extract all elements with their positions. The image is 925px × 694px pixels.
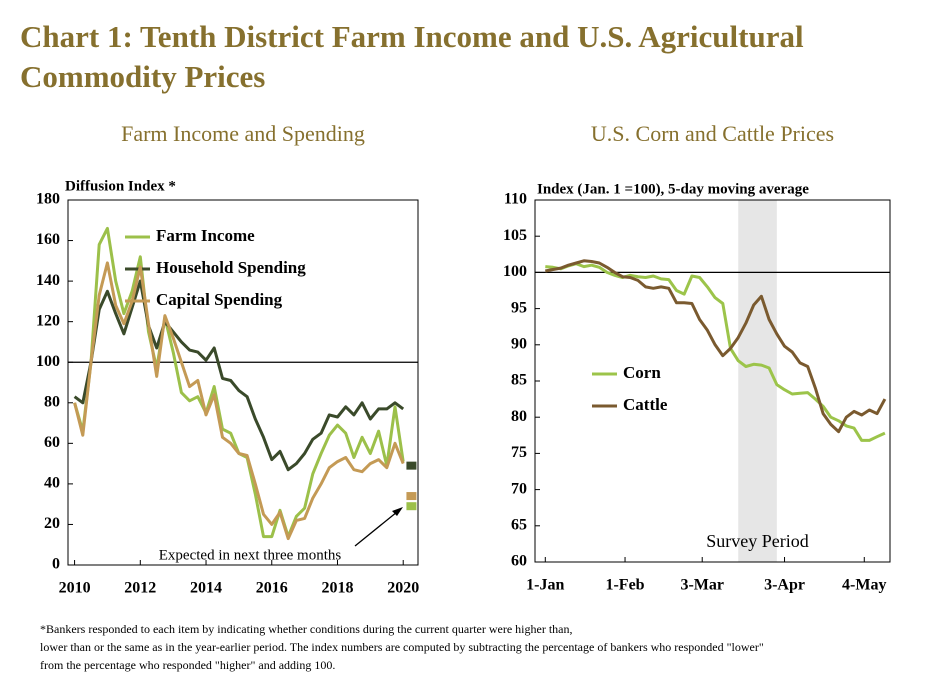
- y-tick-label: 90: [511, 335, 527, 352]
- y-tick-label: 95: [511, 299, 527, 316]
- x-tick-label: 3-Mar: [680, 577, 724, 594]
- x-tick-label: 1-Feb: [605, 577, 644, 594]
- y-tick-label: 60: [511, 553, 527, 570]
- annotation: Expected in next three months: [159, 547, 342, 563]
- y-tick-label: 120: [36, 312, 60, 329]
- title-line: Chart 1: Tenth District Farm Income and …: [20, 19, 804, 54]
- footnote: lower than or the same as in the year-ea…: [40, 640, 764, 654]
- legend-label: Farm Income: [156, 226, 255, 245]
- y-axis-label: Diffusion Index *: [65, 178, 176, 194]
- x-tick-label: 1-Jan: [526, 577, 564, 594]
- y-tick-label: 60: [44, 434, 60, 451]
- legend-label: Cattle: [623, 395, 668, 414]
- legend-label: Household Spending: [156, 258, 306, 277]
- x-tick-label: 2018: [321, 580, 353, 597]
- y-tick-label: 70: [511, 480, 527, 497]
- y-tick-label: 105: [503, 227, 527, 244]
- y-tick-label: 0: [52, 556, 60, 573]
- y-axis-label: Index (Jan. 1 =100), 5-day moving averag…: [537, 181, 809, 197]
- survey-period: [738, 200, 777, 562]
- y-tick-label: 65: [511, 516, 527, 533]
- annotation-arrowhead: [392, 507, 403, 516]
- y-tick-label: 180: [36, 191, 60, 208]
- y-tick-label: 100: [503, 263, 527, 280]
- y-tick-label: 110: [504, 191, 527, 208]
- subplot-title: U.S. Corn and Cattle Prices: [591, 121, 834, 146]
- subplot-title: Farm Income and Spending: [121, 121, 365, 146]
- y-tick-label: 80: [44, 393, 60, 410]
- footnote: *Bankers responded to each item by indic…: [40, 622, 573, 636]
- x-tick-label: 2010: [59, 580, 91, 597]
- y-tick-label: 20: [44, 515, 60, 532]
- y-tick-label: 160: [36, 231, 60, 248]
- x-tick-label: 2014: [190, 580, 222, 597]
- y-tick-label: 85: [511, 372, 527, 389]
- y-tick-label: 140: [36, 272, 60, 289]
- y-tick-label: 100: [36, 353, 60, 370]
- x-tick-label: 3-Apr: [764, 577, 805, 594]
- x-tick-label: 2020: [387, 580, 419, 597]
- y-tick-label: 75: [511, 444, 527, 461]
- plot-frame: [67, 199, 419, 566]
- x-tick-label: 2016: [256, 580, 288, 597]
- legend-label: Corn: [623, 363, 661, 382]
- footnote: from the percentage who responded "highe…: [40, 658, 335, 672]
- x-tick-label: 2012: [124, 580, 156, 597]
- survey-period-label: Survey Period: [706, 531, 809, 551]
- plot-frame: [534, 199, 891, 563]
- series-line: [73, 279, 405, 472]
- annotation-arrow: [354, 511, 398, 547]
- series-line: [545, 259, 887, 434]
- series-line: [545, 262, 886, 442]
- expected-marker: [406, 492, 417, 501]
- legend-label: Capital Spending: [156, 290, 283, 309]
- title-line: Commodity Prices: [20, 59, 265, 94]
- series-line: [73, 261, 405, 541]
- expected-marker: [406, 461, 417, 470]
- x-tick-label: 4-May: [842, 577, 886, 594]
- y-tick-label: 80: [511, 408, 527, 425]
- expected-marker: [406, 502, 417, 511]
- y-tick-label: 40: [44, 475, 60, 492]
